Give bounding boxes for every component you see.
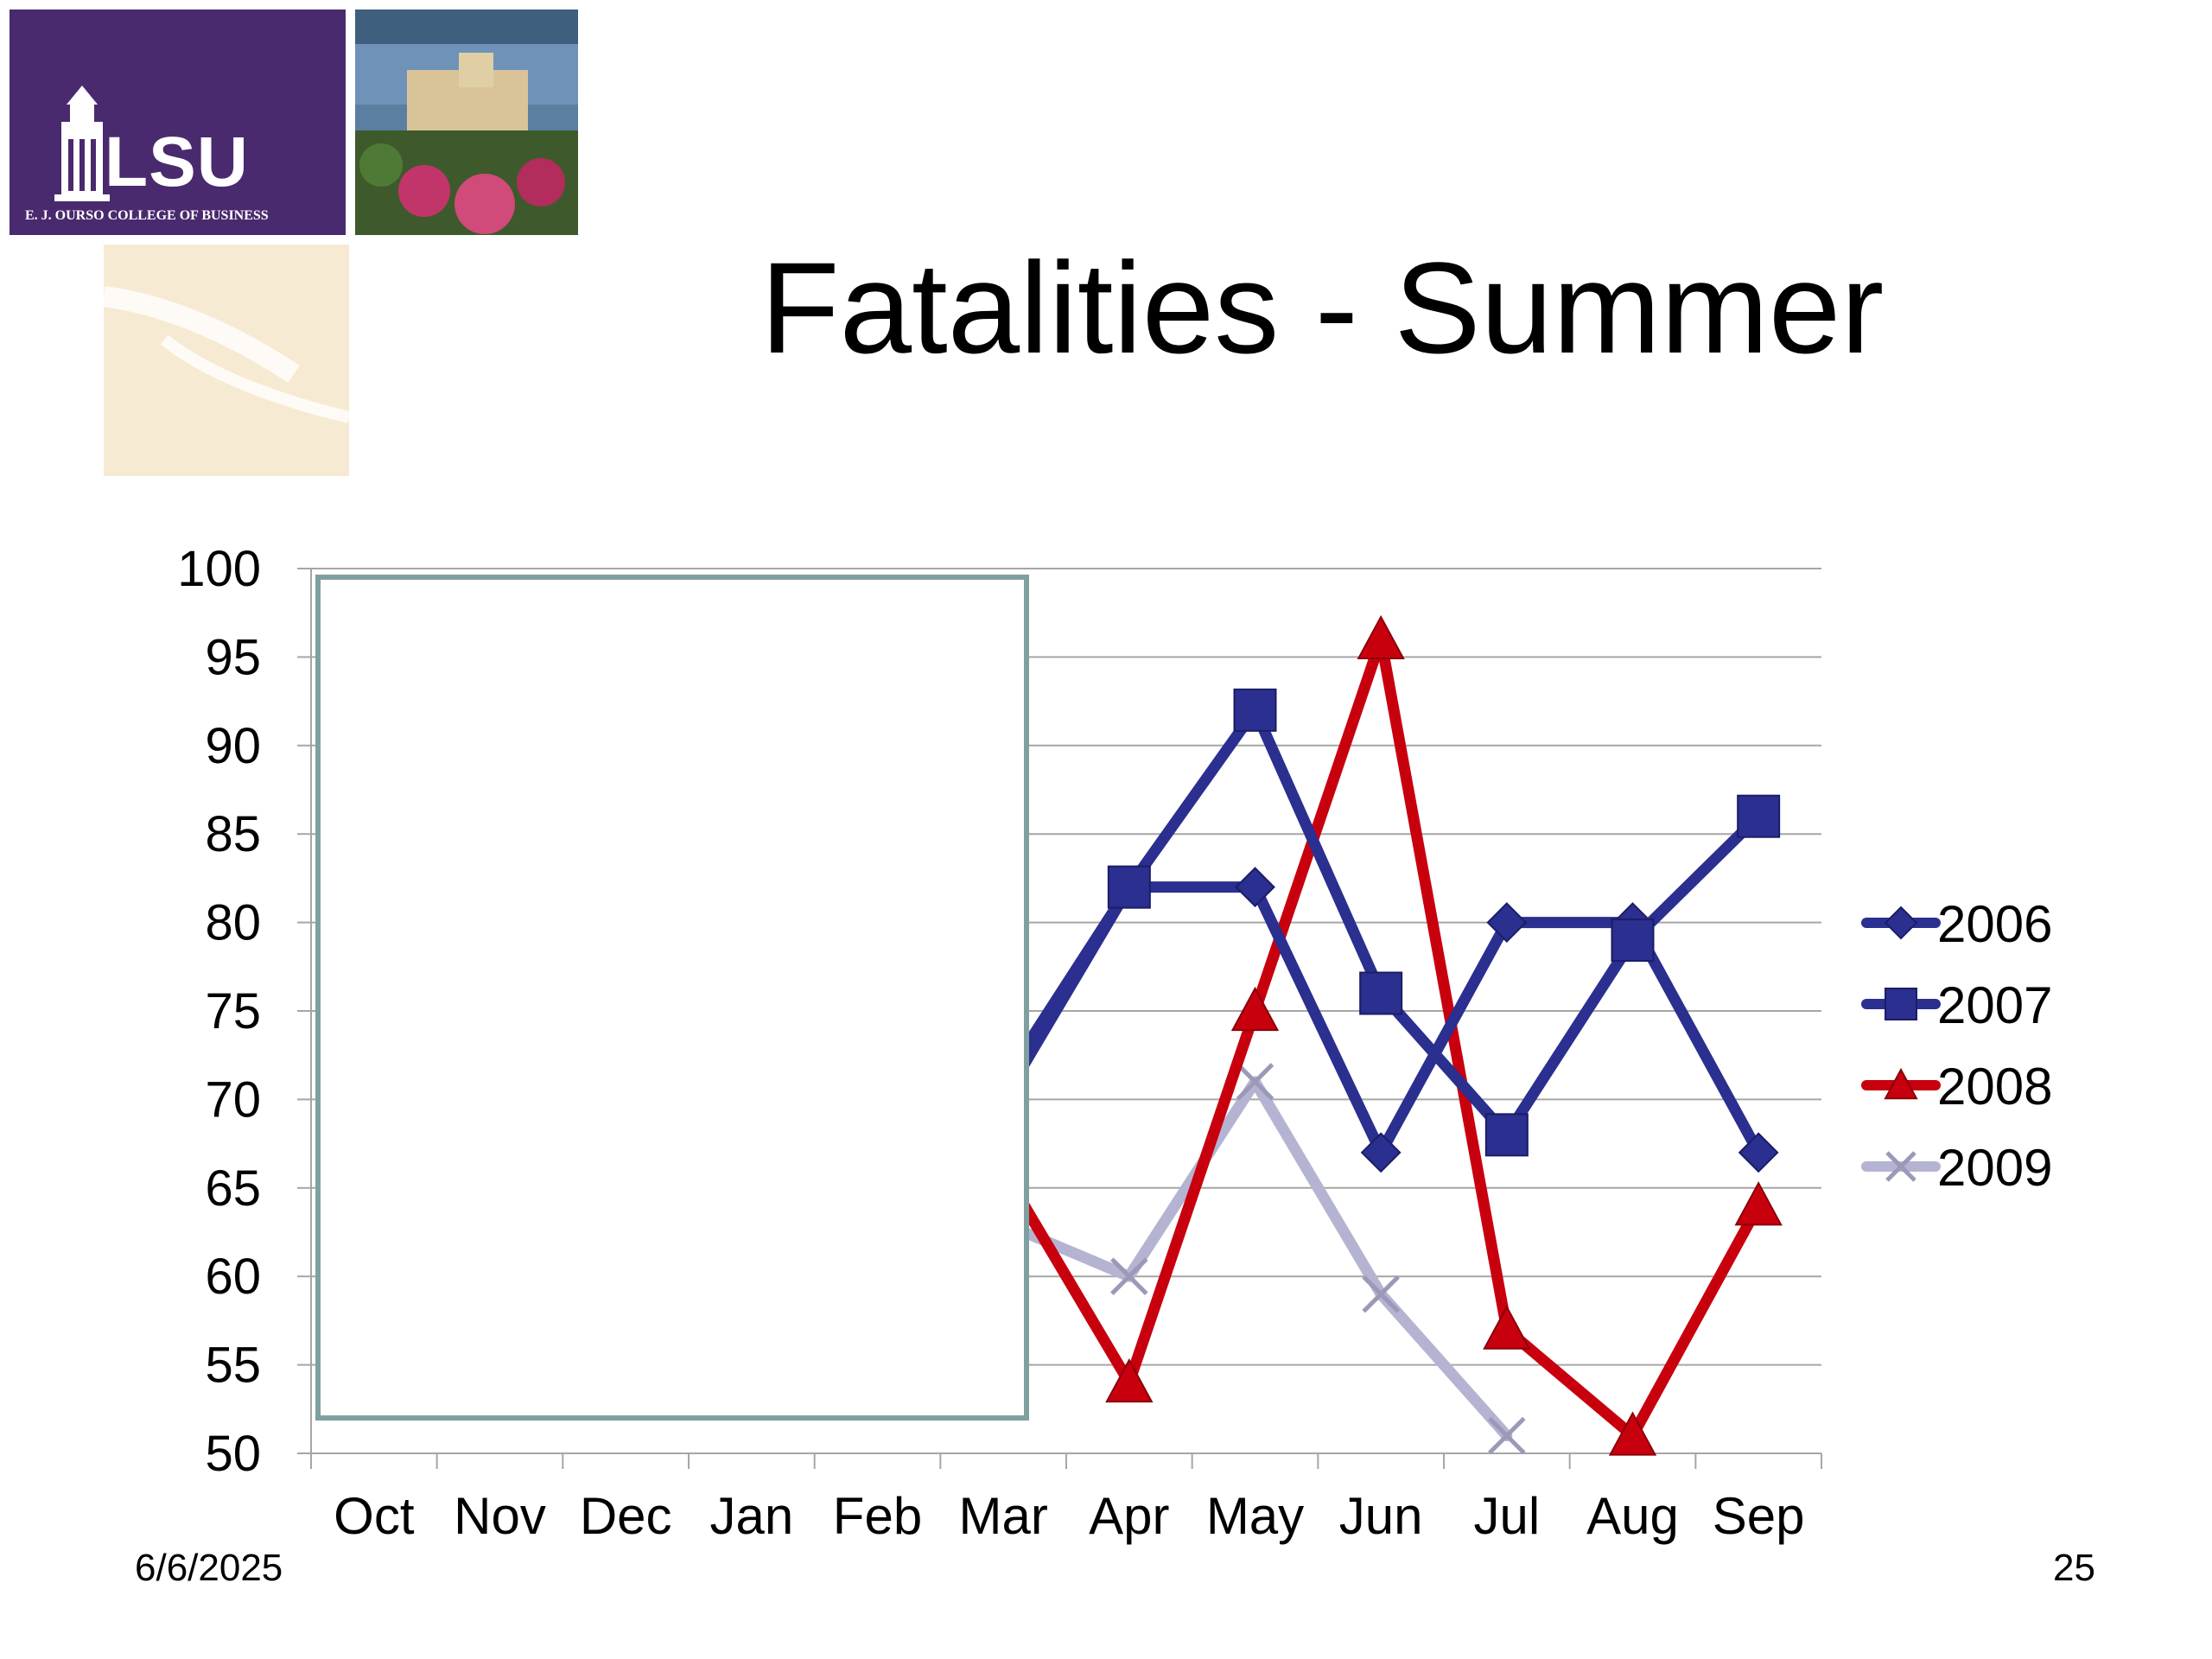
data-point-2006 [1486, 902, 1528, 944]
data-point-2009 [1362, 1274, 1400, 1313]
data-point-2008 [1357, 614, 1405, 660]
campus-photo-image [355, 10, 578, 235]
y-tick-label: 80 [205, 895, 261, 951]
legend-marker-2006 [1884, 906, 1918, 940]
x-tick-label: Oct [334, 1487, 415, 1545]
x-tick-label: Jun [1339, 1487, 1423, 1545]
x-marker-stroke [1110, 1257, 1148, 1295]
x-tick-label: Mar [958, 1487, 1047, 1545]
slide-title: Fatalities - Summer [760, 235, 1885, 380]
x-tick-label: Nov [454, 1487, 546, 1545]
data-point-2007 [1484, 1113, 1529, 1157]
legend-label: 2009 [1937, 1139, 2052, 1197]
data-point-2008 [1483, 1305, 1531, 1350]
lsu-logo: LSU E. J. OURSO COLLEGE OF BUSINESS [10, 10, 346, 235]
x-tick-label: Aug [1586, 1487, 1679, 1545]
x-tick-label: Apr [1089, 1487, 1169, 1545]
x-tick-label: Sep [1713, 1487, 1805, 1545]
y-tick-label: 60 [205, 1249, 261, 1305]
y-tick-label: 95 [205, 629, 261, 685]
x-marker-stroke [1362, 1274, 1400, 1313]
x-tick-label: Feb [833, 1487, 922, 1545]
data-point-2007 [1233, 688, 1277, 732]
data-point-2007 [1737, 794, 1781, 838]
data-point-2008 [1734, 1181, 1783, 1226]
data-point-2007 [1359, 971, 1403, 1015]
x-tick-label: Dec [580, 1487, 672, 1545]
x-marker-stroke [1488, 1416, 1526, 1455]
x-tick-label: May [1206, 1487, 1304, 1545]
y-tick-label: 65 [205, 1160, 261, 1217]
decorative-wave-panel [104, 245, 349, 476]
y-tick-label: 55 [205, 1338, 261, 1394]
legend-label: 2006 [1937, 895, 2052, 953]
data-point-2009 [1488, 1416, 1526, 1455]
y-tick-label: 90 [205, 718, 261, 774]
x-tick-label: Jan [709, 1487, 793, 1545]
series-line-2009 [997, 1076, 1513, 1442]
page-number: 25 [2053, 1547, 2095, 1589]
series-line-2008 [997, 633, 1764, 1442]
data-point-2009 [1110, 1257, 1148, 1295]
legend-marker-2009 [1885, 1151, 1916, 1182]
data-point-2007 [1107, 865, 1151, 909]
legend-label: 2008 [1937, 1058, 2052, 1116]
data-point-2008 [1230, 986, 1280, 1032]
campus-photo [355, 10, 578, 235]
data-point-2009 [1236, 1063, 1274, 1101]
data-point-2006 [1360, 1132, 1402, 1173]
data-point-2008 [1105, 1357, 1154, 1403]
legend-marker-2007 [1885, 988, 1917, 1020]
logo-text: LSU [105, 123, 249, 201]
wave-icon [104, 286, 349, 423]
data-point-2008 [1608, 1411, 1657, 1456]
y-tick-label: 75 [205, 983, 261, 1039]
y-tick-label: 50 [205, 1426, 261, 1482]
y-tick-label: 100 [177, 541, 261, 597]
data-point-2007 [1611, 918, 1655, 963]
legend-marker-2008 [1884, 1067, 1918, 1100]
y-tick-label: 85 [205, 806, 261, 862]
blank-overlay-box [315, 575, 1029, 1421]
x-marker-stroke [1885, 1151, 1916, 1182]
building-icon [54, 86, 110, 201]
data-point-2006 [1235, 867, 1275, 908]
x-marker-stroke [1236, 1063, 1274, 1101]
logo-subtext: E. J. OURSO COLLEGE OF BUSINESS [25, 208, 269, 223]
data-point-2006 [1738, 1132, 1779, 1173]
footer-date: 6/6/2025 [135, 1547, 283, 1589]
x-tick-label: Jul [1473, 1487, 1540, 1545]
legend-label: 2007 [1937, 976, 2052, 1034]
y-tick-label: 70 [205, 1071, 261, 1128]
